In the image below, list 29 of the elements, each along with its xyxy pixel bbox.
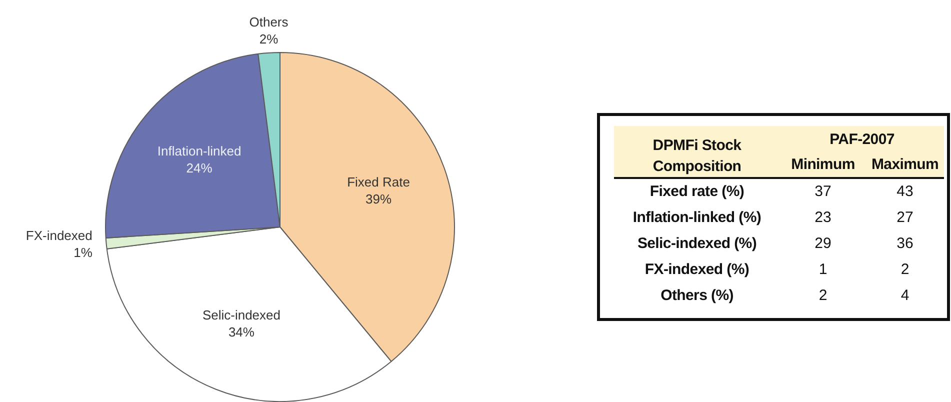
data-label: 36 (896, 234, 914, 254)
legend-title: PAF-2007 (830, 130, 894, 148)
category-label: Selic-indexed (%) (637, 234, 757, 252)
category-label: Inflation-linked (%) (632, 208, 762, 226)
text: Maximum (871, 156, 939, 173)
data-label: 2% (259, 31, 279, 46)
slice-label: Fixed Rate (347, 174, 410, 190)
slice-label: FX-indexed (26, 228, 92, 243)
data-label: 1 (818, 260, 828, 280)
data-label: 2 (818, 286, 828, 306)
series-label: Minimum (791, 156, 855, 173)
data-label: 43 (896, 182, 914, 202)
data-label: 4 (900, 286, 910, 306)
data-label: 37 (814, 182, 832, 202)
data-label: 24% (186, 160, 213, 176)
data-label: 2 (900, 260, 910, 280)
data-label: 39% (365, 192, 392, 207)
data-label: 23 (814, 208, 832, 228)
slice-label: Inflation-linked (157, 143, 242, 158)
slice-label: Selic-indexed (202, 307, 280, 322)
data-label: 29 (814, 234, 832, 254)
data-label: 27 (896, 208, 914, 228)
category-label: FX-indexed (%) (644, 260, 750, 278)
data-label: 34% (228, 324, 255, 340)
slice-label: Others (249, 14, 289, 30)
category-label: Fixed rate (%) (650, 183, 744, 200)
category-label: Others (%) (660, 286, 734, 304)
text: DPMFi Stock Composition (652, 136, 742, 174)
data-label: 1% (74, 244, 93, 260)
